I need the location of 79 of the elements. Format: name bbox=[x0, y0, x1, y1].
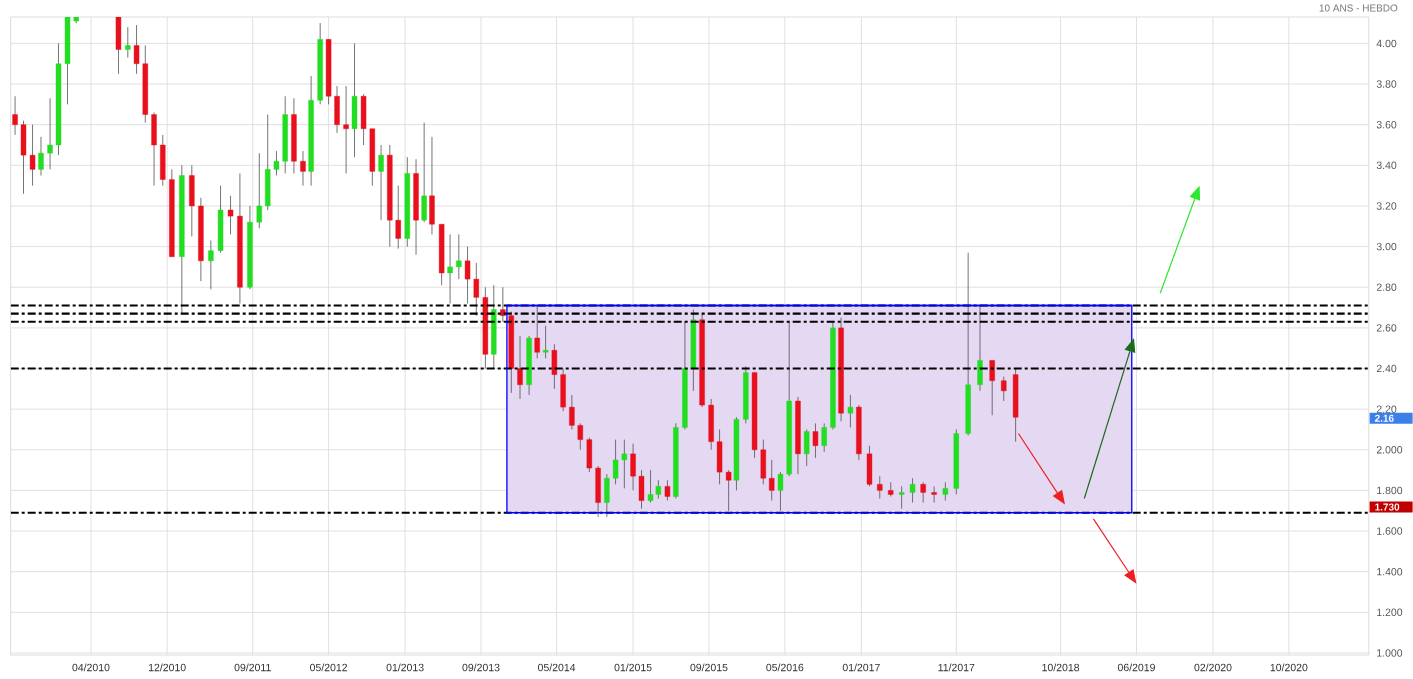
candlestick bbox=[569, 394, 575, 430]
candlestick bbox=[378, 144, 384, 221]
y-tick-label: 2.80 bbox=[1376, 283, 1397, 291]
x-tick-label: 10/2020 bbox=[1270, 663, 1308, 672]
x-tick-label: 01/2017 bbox=[842, 663, 880, 672]
x-tick-label: 06/2019 bbox=[1117, 663, 1155, 672]
chart-subtitle: 10 ANS - HEBDO bbox=[1319, 4, 1398, 12]
candlestick bbox=[47, 97, 53, 170]
y-tick-label: 1.000 bbox=[1377, 649, 1403, 657]
y-tick-label: 1.200 bbox=[1377, 608, 1403, 617]
candlestick bbox=[612, 439, 619, 485]
candlestick bbox=[847, 394, 854, 428]
candlestick bbox=[456, 234, 462, 280]
candlestick bbox=[898, 485, 905, 510]
y-tick-label: 3.20 bbox=[1376, 202, 1397, 210]
candlestick bbox=[989, 359, 995, 416]
candlestick bbox=[517, 335, 523, 400]
x-tick-label: 01/2015 bbox=[614, 663, 652, 672]
candlestick bbox=[777, 471, 784, 512]
x-tick-label: 01/2013 bbox=[386, 663, 424, 672]
y-tick-label: 2.60 bbox=[1376, 324, 1397, 332]
candlestick bbox=[942, 481, 949, 501]
y-tick-label: 2.20 bbox=[1376, 405, 1397, 413]
y-tick-label: 3.40 bbox=[1376, 161, 1397, 170]
candlestick bbox=[821, 422, 827, 453]
x-tick-label: 05/2012 bbox=[310, 663, 348, 672]
x-tick-label: 05/2016 bbox=[766, 663, 804, 672]
candlestick bbox=[812, 422, 819, 459]
candlestick bbox=[920, 481, 926, 504]
candlestick bbox=[888, 481, 894, 497]
candlestick bbox=[931, 485, 937, 504]
candlestick bbox=[29, 124, 36, 187]
candlestick bbox=[534, 305, 540, 359]
text: 1.730 bbox=[1375, 503, 1400, 511]
x-tick-label: 02/2020 bbox=[1194, 663, 1232, 672]
candlestick bbox=[12, 95, 18, 136]
candlestick bbox=[447, 234, 453, 304]
candlestick bbox=[464, 246, 471, 304]
candlestick bbox=[125, 26, 131, 59]
x-tick-label: 09/2015 bbox=[690, 663, 728, 672]
x-tick-label: 09/2013 bbox=[462, 663, 500, 672]
candlestick bbox=[804, 429, 810, 467]
candlestick bbox=[769, 459, 775, 501]
y-tick-label: 3.80 bbox=[1376, 80, 1397, 88]
candlestick bbox=[38, 136, 44, 176]
candlestick bbox=[256, 152, 262, 229]
candlestick bbox=[664, 479, 671, 501]
candlestick bbox=[343, 85, 349, 174]
text: 2.16 bbox=[1374, 414, 1394, 422]
candlestick bbox=[630, 443, 636, 491]
candlestick bbox=[909, 477, 916, 504]
candlestick bbox=[500, 286, 506, 323]
candlestick bbox=[300, 150, 306, 187]
x-tick-label: 11/2017 bbox=[938, 663, 975, 672]
candlestick bbox=[877, 475, 883, 499]
candlestick bbox=[133, 24, 140, 75]
candlestick bbox=[227, 195, 234, 235]
x-tick-label: 12/2010 bbox=[148, 663, 186, 672]
x-tick-label: 10/2018 bbox=[1042, 663, 1080, 672]
y-tick-label: 1.800 bbox=[1377, 486, 1403, 495]
y-tick-label: 3.00 bbox=[1376, 242, 1397, 251]
candlestick bbox=[273, 150, 280, 176]
candlestick bbox=[577, 422, 583, 451]
candlestick bbox=[395, 185, 401, 250]
candlestick bbox=[621, 439, 628, 489]
candlestick bbox=[542, 325, 549, 359]
candlestick bbox=[473, 262, 479, 317]
candlestick bbox=[1001, 376, 1007, 402]
y-tick-label: 2.000 bbox=[1376, 446, 1403, 454]
x-tick-label: 05/2014 bbox=[537, 663, 576, 672]
y-tick-label: 4.00 bbox=[1376, 39, 1397, 48]
candlestick bbox=[208, 240, 214, 290]
x-tick-label: 09/2011 bbox=[234, 663, 271, 672]
y-tick-label: 3.60 bbox=[1376, 120, 1397, 129]
y-tick-label: 1.400 bbox=[1377, 567, 1403, 576]
candlestick bbox=[725, 469, 732, 512]
y-tick-label: 1.600 bbox=[1377, 527, 1403, 535]
x-tick-label: 04/2010 bbox=[72, 663, 110, 672]
y-tick-label: 2.40 bbox=[1376, 364, 1397, 373]
